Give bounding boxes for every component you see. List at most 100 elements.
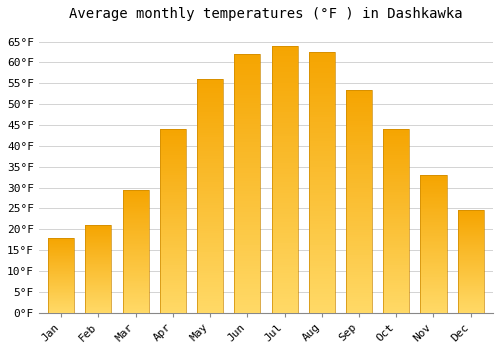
Bar	[346, 237, 372, 239]
Bar	[122, 240, 148, 241]
Bar	[160, 151, 186, 153]
Bar	[458, 264, 483, 265]
Bar	[197, 259, 223, 261]
Bar	[234, 209, 260, 212]
Bar	[197, 93, 223, 96]
Bar	[458, 297, 483, 298]
Bar	[160, 169, 186, 172]
Bar	[346, 230, 372, 232]
Bar	[458, 230, 483, 231]
Bar	[420, 298, 446, 299]
Bar	[346, 94, 372, 96]
Bar	[48, 274, 74, 275]
Bar	[420, 179, 446, 181]
Bar	[234, 90, 260, 93]
Bar	[122, 195, 148, 196]
Bar	[86, 258, 112, 259]
Bar	[272, 182, 297, 184]
Bar	[122, 299, 148, 300]
Bar	[234, 129, 260, 132]
Bar	[383, 197, 409, 199]
Bar	[234, 238, 260, 240]
Bar	[308, 294, 335, 297]
Bar	[458, 241, 483, 242]
Bar	[308, 161, 335, 164]
Bar	[160, 247, 186, 248]
Bar	[308, 148, 335, 151]
Bar	[308, 175, 335, 177]
Bar	[160, 136, 186, 138]
Bar	[383, 140, 409, 142]
Bar	[86, 226, 112, 227]
Bar	[160, 258, 186, 259]
Bar	[458, 218, 483, 219]
Bar	[308, 120, 335, 122]
Bar	[48, 309, 74, 310]
Bar	[383, 293, 409, 294]
Bar	[272, 166, 297, 168]
Bar	[346, 310, 372, 313]
Bar	[86, 234, 112, 235]
Bar	[383, 206, 409, 208]
Bar	[197, 145, 223, 147]
Bar	[420, 300, 446, 302]
Bar	[48, 262, 74, 263]
Bar	[197, 254, 223, 257]
Bar	[234, 204, 260, 206]
Bar	[234, 274, 260, 276]
Bar	[86, 277, 112, 278]
Bar	[458, 228, 483, 229]
Bar	[346, 266, 372, 268]
Bar	[420, 241, 446, 243]
Bar	[234, 54, 260, 313]
Bar	[346, 199, 372, 201]
Bar	[86, 302, 112, 303]
Bar	[346, 179, 372, 181]
Bar	[420, 231, 446, 233]
Bar	[346, 286, 372, 288]
Bar	[86, 309, 112, 310]
Bar	[48, 265, 74, 266]
Bar	[160, 193, 186, 195]
Bar	[458, 212, 483, 214]
Bar	[420, 265, 446, 266]
Bar	[86, 262, 112, 263]
Bar	[234, 64, 260, 67]
Bar	[234, 57, 260, 59]
Bar	[197, 229, 223, 231]
Bar	[234, 98, 260, 100]
Bar	[197, 222, 223, 224]
Bar	[458, 211, 483, 212]
Bar	[420, 198, 446, 200]
Bar	[48, 271, 74, 272]
Bar	[383, 285, 409, 287]
Bar	[197, 175, 223, 177]
Bar	[420, 287, 446, 288]
Bar	[48, 304, 74, 305]
Bar	[272, 259, 297, 262]
Bar	[458, 210, 483, 211]
Bar	[86, 239, 112, 240]
Bar	[420, 281, 446, 282]
Bar	[122, 228, 148, 229]
Bar	[234, 256, 260, 258]
Bar	[458, 257, 483, 258]
Bar	[197, 212, 223, 215]
Bar	[48, 267, 74, 268]
Bar	[346, 219, 372, 221]
Bar	[86, 253, 112, 254]
Bar	[122, 190, 148, 191]
Bar	[86, 229, 112, 230]
Bar	[197, 119, 223, 121]
Bar	[122, 261, 148, 262]
Bar	[48, 244, 74, 245]
Bar	[234, 178, 260, 181]
Bar	[420, 270, 446, 271]
Bar	[48, 264, 74, 265]
Bar	[48, 269, 74, 270]
Bar	[272, 286, 297, 289]
Bar	[458, 249, 483, 250]
Bar	[122, 284, 148, 286]
Bar	[272, 240, 297, 243]
Bar	[48, 278, 74, 279]
